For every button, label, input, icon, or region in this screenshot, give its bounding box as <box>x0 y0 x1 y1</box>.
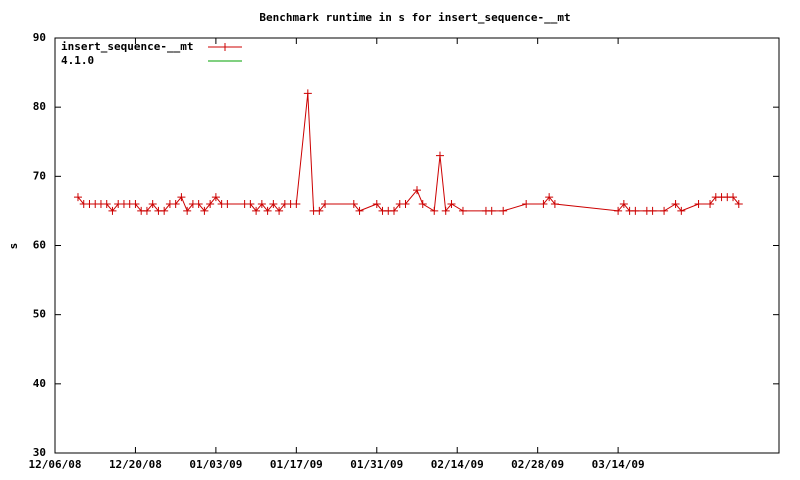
point-marker <box>550 200 559 208</box>
point-marker <box>246 200 255 208</box>
y-tick-label: 90 <box>33 31 46 44</box>
point-marker <box>206 200 215 208</box>
point-marker <box>390 206 399 215</box>
x-tick-label: 02/28/09 <box>511 458 564 471</box>
point-marker <box>183 206 192 215</box>
point-marker <box>252 206 261 215</box>
point-marker <box>487 206 496 215</box>
point-marker <box>614 206 623 215</box>
point-marker <box>131 200 140 208</box>
y-tick-label: 30 <box>33 446 46 459</box>
point-marker <box>194 200 203 208</box>
chart-title: Benchmark runtime in s for insert_sequen… <box>259 11 570 24</box>
point-marker <box>148 200 157 208</box>
point-marker <box>349 200 358 208</box>
point-marker <box>418 200 427 208</box>
point-marker <box>102 200 111 208</box>
point-marker <box>269 200 278 208</box>
point-marker <box>292 200 301 208</box>
point-marker <box>413 186 421 195</box>
point-marker <box>200 206 209 215</box>
x-tick-label: 12/06/08 <box>29 458 82 471</box>
point-marker <box>401 200 410 208</box>
x-tick-label: 12/20/08 <box>109 458 162 471</box>
point-marker <box>447 200 456 208</box>
point-marker <box>108 206 117 215</box>
point-marker <box>694 200 703 208</box>
legend-label: insert_sequence-__mt <box>61 40 193 53</box>
y-tick-label: 80 <box>33 100 46 113</box>
point-marker <box>275 206 284 215</box>
point-marker <box>734 200 743 208</box>
point-marker <box>619 200 628 208</box>
point-marker <box>355 206 364 215</box>
x-tick-label: 01/31/09 <box>350 458 403 471</box>
x-tick-label: 01/03/09 <box>189 458 242 471</box>
point-marker <box>458 206 467 215</box>
point-marker <box>522 200 531 208</box>
point-marker <box>430 206 439 215</box>
point-marker <box>499 206 508 215</box>
y-tick-label: 50 <box>33 308 46 321</box>
point-marker <box>706 200 715 208</box>
point-marker <box>539 200 548 208</box>
y-axis-label: s <box>7 243 20 250</box>
point-marker <box>631 206 640 215</box>
y-tick-label: 40 <box>33 377 46 390</box>
point-marker <box>435 151 444 160</box>
x-tick-label: 02/14/09 <box>431 458 484 471</box>
point-marker <box>545 193 554 202</box>
point-marker <box>315 206 324 215</box>
point-marker <box>671 200 680 208</box>
point-marker <box>321 200 330 208</box>
point-marker <box>263 206 272 215</box>
point-marker <box>677 206 686 215</box>
legend-marker <box>221 43 229 51</box>
y-tick-label: 60 <box>33 239 46 252</box>
point-marker <box>142 206 151 215</box>
point-marker <box>177 193 186 202</box>
point-marker <box>729 193 738 202</box>
point-marker <box>160 206 169 215</box>
point-marker <box>441 206 450 215</box>
point-marker <box>73 193 82 202</box>
point-marker <box>303 89 312 98</box>
point-marker <box>648 206 657 215</box>
point-marker <box>257 200 266 208</box>
legend-label: 4.1.0 <box>61 54 94 67</box>
x-tick-label: 03/14/09 <box>592 458 645 471</box>
x-tick-label: 01/17/09 <box>270 458 323 471</box>
point-marker <box>171 200 180 208</box>
point-marker <box>223 200 232 208</box>
point-marker <box>660 206 669 215</box>
point-marker <box>372 200 381 208</box>
y-tick-label: 70 <box>33 169 46 182</box>
point-marker <box>211 193 220 202</box>
